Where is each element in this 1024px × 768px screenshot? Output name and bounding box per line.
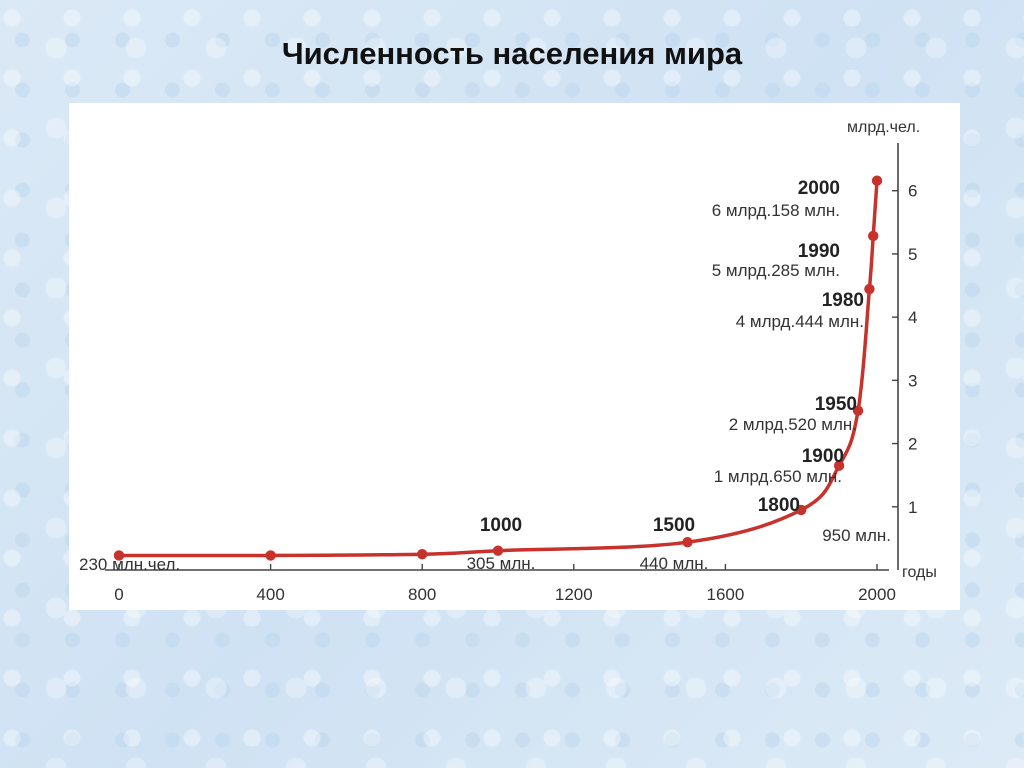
data-point [796, 504, 807, 516]
year-label: 2000 [798, 178, 840, 199]
y-axis-unit-label: млрд.чел. [847, 119, 920, 136]
data-point [833, 460, 845, 471]
year-label: 1500 [653, 515, 695, 536]
y-tick-label: 2 [908, 435, 917, 454]
year-label: 1800 [758, 495, 800, 516]
x-tick-label: 800 [408, 585, 436, 604]
value-label: 4 млрд.444 млн. [736, 312, 864, 331]
chart-panel: млрд.чел. годы 0 400 800 1200 1600 2000 1 2 3 4 5 6… [69, 103, 960, 610]
value-label: 230 млн.чел. [79, 555, 180, 574]
year-label: 1980 [822, 290, 864, 311]
y-tick-label: 3 [908, 371, 917, 390]
value-label: 440 млн. [640, 554, 709, 573]
year-label: 1000 [480, 515, 522, 536]
y-tick-label: 4 [908, 308, 917, 327]
data-point [417, 548, 428, 560]
data-point [852, 405, 864, 416]
data-point [113, 550, 125, 561]
value-label: 6 млрд.158 млн. [712, 201, 840, 220]
slide-title: Численность населения мира [281, 36, 743, 71]
year-label: 1900 [802, 446, 844, 467]
population-chart: млрд.чел. годы 0 400 800 1200 1600 2000 1 2 3 4 5 6… [79, 119, 937, 604]
value-label: 1 млрд.650 млн. [714, 467, 842, 486]
value-label: 2 млрд.520 млн. [729, 415, 857, 434]
x-tick-label: 0 [114, 585, 123, 604]
x-tick-label: 2000 [858, 585, 896, 604]
year-label: 1990 [798, 241, 840, 262]
value-label: 950 млн. [822, 526, 891, 545]
data-point [265, 550, 276, 561]
data-point [871, 175, 883, 186]
y-tick-label: 5 [908, 245, 917, 264]
value-label: 305 млн. [467, 554, 536, 573]
data-point [492, 545, 504, 556]
y-tick-label: 1 [908, 498, 917, 517]
year-label: 1950 [815, 394, 857, 415]
data-point [682, 536, 693, 548]
data-point [868, 230, 879, 242]
data-point [864, 283, 875, 295]
x-tick-label: 400 [256, 585, 284, 604]
x-tick-label: 1600 [706, 585, 744, 604]
y-tick-label: 6 [908, 182, 917, 201]
x-tick-label: 1200 [555, 585, 593, 604]
value-label: 5 млрд.285 млн. [712, 261, 840, 280]
x-axis-unit-label: годы [902, 564, 937, 581]
